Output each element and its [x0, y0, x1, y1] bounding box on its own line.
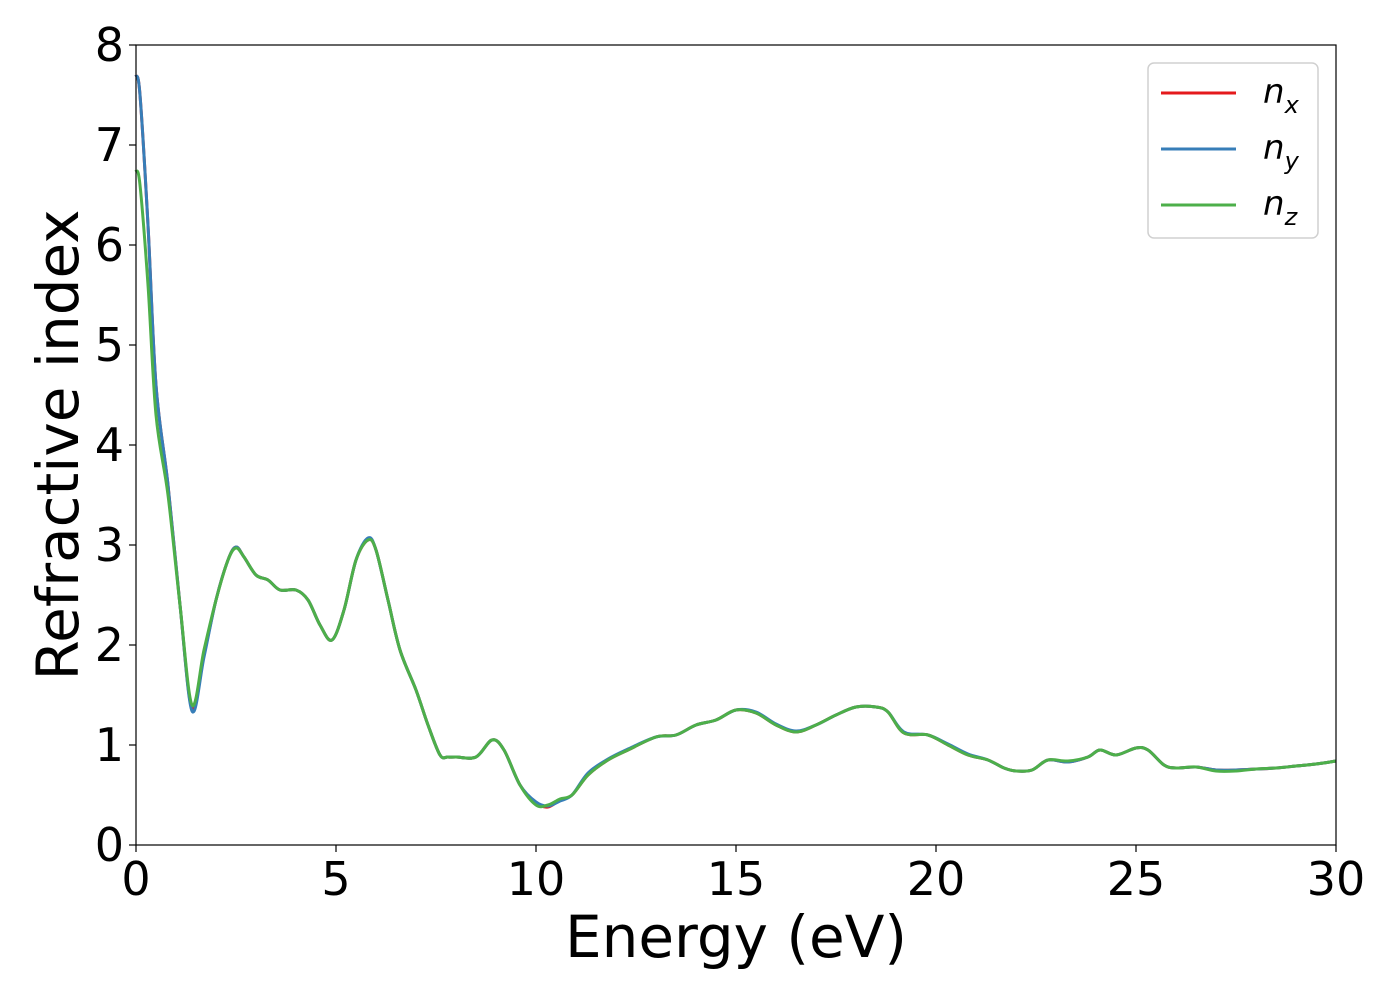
y-tick-label: 8	[95, 18, 124, 72]
x-axis-label: Energy (eV)	[565, 903, 907, 971]
x-tick-label: 15	[707, 852, 766, 906]
x-tick-label: 30	[1307, 852, 1366, 906]
y-tick-label: 1	[95, 718, 124, 772]
y-axis-label: Refractive index	[24, 209, 92, 680]
x-tick-label: 25	[1107, 852, 1166, 906]
legend-label-n-y: ny	[1263, 128, 1300, 175]
y-tick-label: 4	[95, 418, 124, 472]
y-tick-label: 5	[95, 318, 124, 372]
series-line-n-z	[134, 169, 1337, 809]
series-layer	[134, 74, 1337, 809]
y-tick-label: 2	[95, 618, 124, 672]
y-tick-label: 0	[95, 818, 124, 872]
y-tick-label: 3	[95, 518, 124, 572]
x-tick-label: 0	[121, 852, 150, 906]
y-tick-label: 7	[95, 118, 124, 172]
x-tick-label: 10	[507, 852, 566, 906]
x-tick-label: 5	[321, 852, 350, 906]
ticks-layer: 0 5 10 15 20 25 30 0 1 2 3 4 5 6 7 8	[95, 18, 1366, 906]
y-tick-label: 6	[95, 218, 124, 272]
x-tick-label: 20	[907, 852, 966, 906]
